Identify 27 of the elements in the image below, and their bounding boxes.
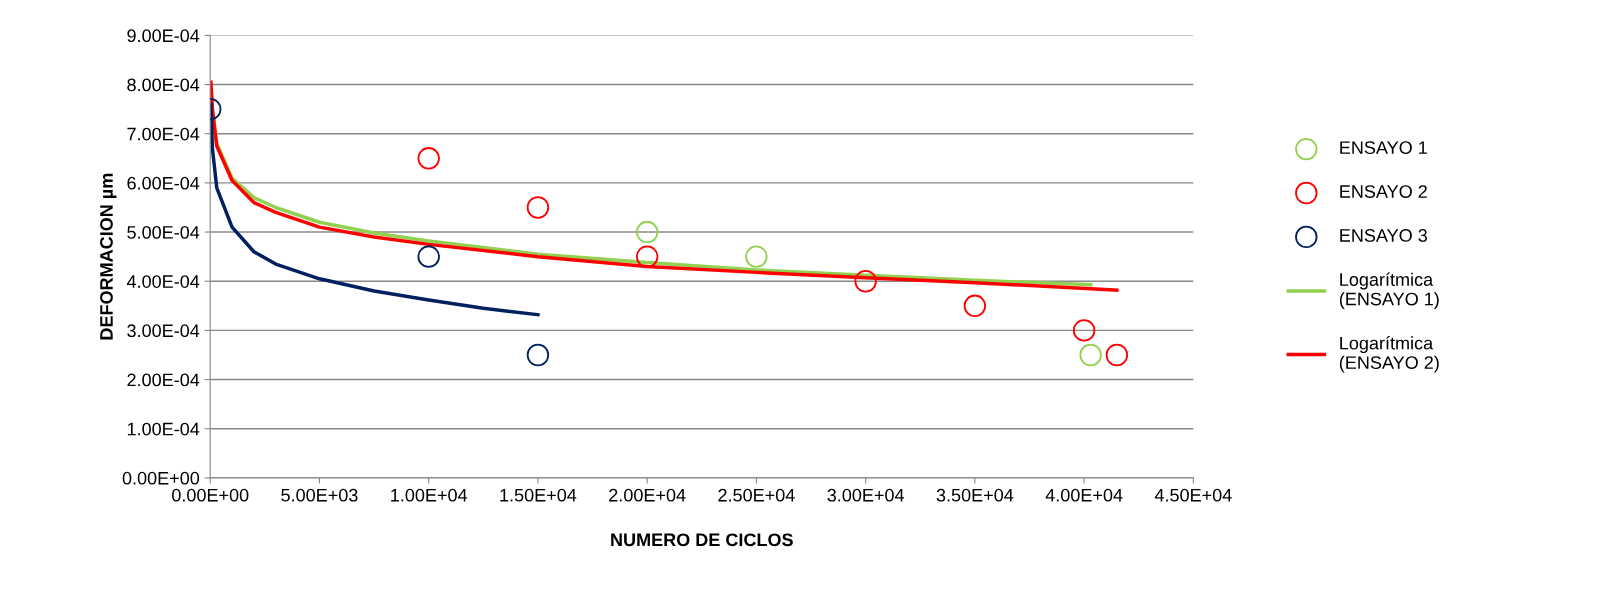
x-tick-label: 3.50E+04 xyxy=(936,488,1014,502)
y-tick-label: 0.00E+00 xyxy=(122,471,200,485)
y-tick-label: 9.00E-04 xyxy=(127,29,200,43)
y-tick-label: 3.00E-04 xyxy=(127,324,200,338)
x-tick-label: 1.00E+04 xyxy=(391,488,468,502)
y-tick-label: 6.00E-04 xyxy=(127,176,200,190)
y-tick-label: 1.00E-04 xyxy=(127,422,200,436)
y-tick-label: 7.00E-04 xyxy=(127,127,200,141)
x-tick-label: 4.50E+04 xyxy=(1154,488,1232,502)
y-tick-label: 4.00E-04 xyxy=(126,275,200,288)
legend-label: ENSAYO 3 xyxy=(1340,229,1427,242)
legend-label: Logarítmica (ENSAYO 2) xyxy=(1339,336,1439,373)
legend-label: Logarítmica (ENSAYO 1) xyxy=(1339,272,1439,309)
x-tick-label: 4.00E+04 xyxy=(1045,488,1123,502)
x-tick-label: 2.00E+04 xyxy=(609,488,686,502)
x-tick-label: 5.00E+03 xyxy=(281,488,358,502)
x-axis-title: NUMERO DE CICLOS xyxy=(611,533,793,547)
y-tick-label: 8.00E-04 xyxy=(127,78,200,92)
x-tick-label: 2.50E+04 xyxy=(718,488,795,502)
y-tick-label: 5.00E-04 xyxy=(127,226,200,239)
y-axis-title: DEFORMACION µm xyxy=(100,173,117,340)
x-tick-label: 0.00E+00 xyxy=(172,488,249,502)
x-tick-label: 1.50E+04 xyxy=(500,488,577,502)
y-tick-label: 2.00E-04 xyxy=(127,373,200,387)
legend-label: ENSAYO 2 xyxy=(1340,185,1427,198)
x-tick-label: 3.00E+04 xyxy=(827,488,905,502)
legend-label: ENSAYO 1 xyxy=(1340,141,1427,155)
